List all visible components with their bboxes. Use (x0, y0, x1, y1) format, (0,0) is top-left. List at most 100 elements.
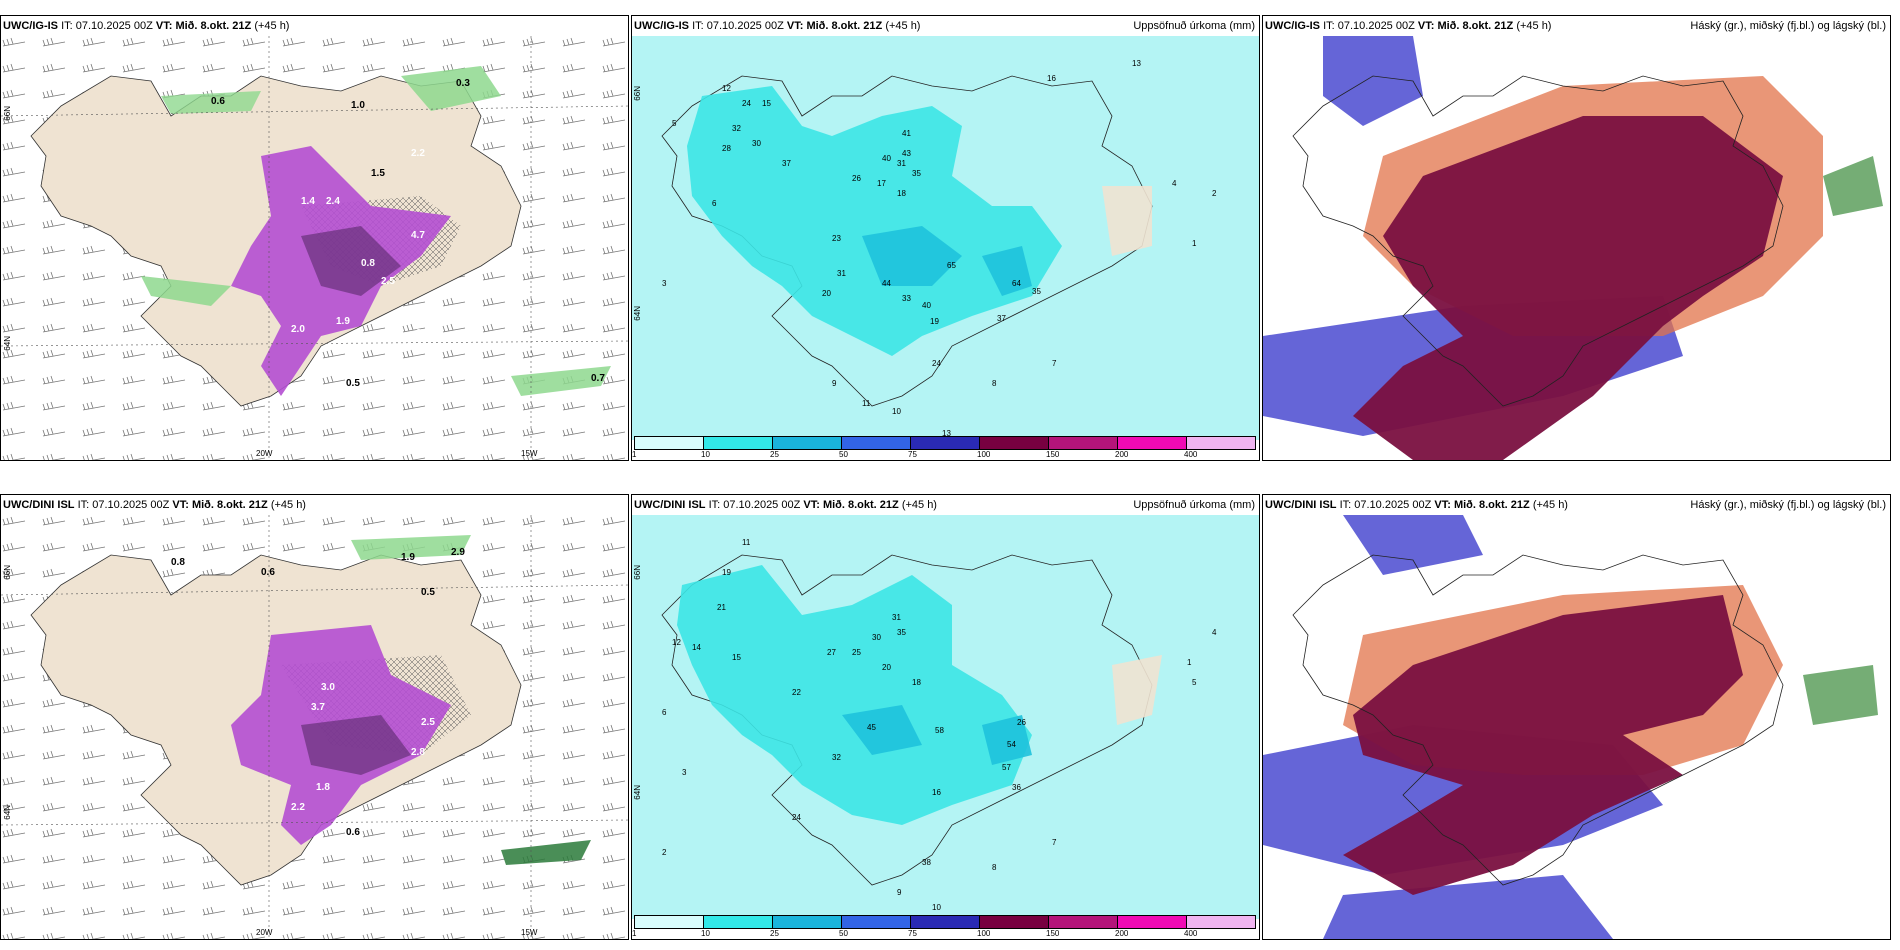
colorbar-segment (1187, 437, 1255, 449)
svg-text:2.2: 2.2 (291, 802, 305, 813)
svg-text:11: 11 (742, 538, 751, 547)
init-time: 07.10.2025 00Z (92, 499, 170, 511)
cloud-high-green (1823, 156, 1883, 216)
lat-label-64n: 64N (633, 306, 642, 321)
svg-text:2.2: 2.2 (411, 148, 425, 159)
svg-text:4: 4 (1212, 628, 1217, 637)
model-name: UWC/IG-IS (3, 20, 58, 32)
svg-text:10: 10 (932, 903, 941, 912)
precip-mid-area-2 (982, 246, 1032, 296)
svg-text:2.4: 2.4 (326, 196, 340, 207)
svg-text:31: 31 (892, 613, 901, 622)
precip-mid-area (842, 705, 922, 755)
cloud-map (1263, 515, 1890, 939)
svg-text:1: 1 (1187, 658, 1192, 667)
svg-text:27: 27 (827, 648, 836, 657)
model-name: UWC/IG-IS (1265, 20, 1320, 32)
model-name: UWC/DINI ISL (1265, 499, 1337, 511)
lead-time: (+45 h) (901, 499, 937, 511)
colorbar-segment (773, 437, 842, 449)
svg-text:19: 19 (930, 317, 939, 326)
rain-green-band-se (501, 840, 591, 865)
panel-top-right-clouds: UWC/IG-IS IT: 07.10.2025 00Z VT: Mið. 8.… (1262, 15, 1891, 461)
init-time: 07.10.2025 00Z (706, 20, 784, 32)
cloud-low-dark (1353, 116, 1783, 460)
precip-light-area (677, 565, 1032, 825)
precip-value-labels: 11 12 14 15 19 21 27 25 30 31 35 20 18 1… (662, 538, 1217, 912)
panel-header: UWC/IG-IS IT: 07.10.2025 00Z VT: Mið. 8.… (634, 20, 920, 32)
model-name: UWC/DINI ISL (634, 499, 706, 511)
rain-green-band-ne (401, 66, 501, 111)
svg-text:0.3: 0.3 (456, 78, 470, 89)
svg-text:14: 14 (692, 643, 701, 652)
svg-text:19: 19 (722, 568, 731, 577)
svg-text:11: 11 (862, 399, 871, 408)
svg-text:12: 12 (672, 638, 681, 647)
colorbar-ticks: 1 10 25 50 75 100 150 200 400 (632, 929, 1256, 939)
colorbar-segment (1118, 916, 1187, 928)
cloud-map (1263, 36, 1890, 460)
it-label: IT: (692, 20, 704, 32)
model-name: UWC/DINI ISL (3, 499, 75, 511)
svg-text:0.8: 0.8 (171, 557, 185, 568)
panel-top-middle-precip: UWC/IG-IS IT: 07.10.2025 00Z VT: Mið. 8.… (631, 15, 1260, 461)
svg-text:0.5: 0.5 (346, 378, 360, 389)
svg-text:15: 15 (762, 99, 771, 108)
lon-label-15w: 15W (521, 449, 538, 458)
svg-text:18: 18 (897, 189, 906, 198)
panel-bottom-right-clouds: UWC/DINI ISL IT: 07.10.2025 00Z VT: Mið.… (1262, 494, 1891, 940)
colorbar-segment (704, 437, 773, 449)
svg-text:9: 9 (897, 888, 902, 897)
svg-text:15: 15 (732, 653, 741, 662)
lead-time: (+45 h) (254, 20, 290, 32)
svg-text:45: 45 (867, 723, 876, 732)
colorbar-tick: 150 (1046, 929, 1060, 938)
precip-light-land-patch (1102, 186, 1152, 256)
colorbar-tick: 50 (839, 929, 848, 938)
svg-text:2.8: 2.8 (411, 747, 425, 758)
snow-map: 0.8 0.6 1.9 2.9 0.5 3.0 3.7 1.8 2.2 0.6 … (1, 515, 628, 939)
vt-label: VT: (786, 20, 804, 32)
lat-label-66n: 66N (633, 86, 642, 101)
valid-time: Mið. 8.okt. 21Z (806, 20, 883, 32)
colorbar-tick: 400 (1184, 929, 1198, 938)
svg-text:10: 10 (892, 407, 901, 416)
panel-right-title: Háský (gr.), miðský (fj.bl.) og lágský (… (1690, 499, 1886, 511)
svg-text:35: 35 (912, 169, 921, 178)
cloud-high-green (1803, 665, 1878, 725)
svg-text:8: 8 (992, 863, 997, 872)
precip-mid-area (862, 226, 962, 286)
snow-field-dark (301, 715, 411, 775)
svg-text:2: 2 (662, 848, 667, 857)
svg-text:16: 16 (932, 788, 941, 797)
svg-text:3.0: 3.0 (321, 682, 335, 693)
svg-text:32: 32 (732, 124, 741, 133)
svg-text:28: 28 (722, 144, 731, 153)
vt-label: VT: (172, 499, 189, 511)
svg-text:17: 17 (877, 179, 886, 188)
colorbar-segment (704, 916, 773, 928)
svg-text:3.6: 3.6 (381, 316, 395, 327)
panel-bottom-left-snow-map: UWC/DINI ISL IT: 07.10.2025 00Z VT: Mið.… (0, 494, 629, 940)
svg-text:24: 24 (932, 359, 941, 368)
valid-time: Mið. 8.okt. 21Z (1437, 20, 1514, 32)
svg-text:0.5: 0.5 (421, 587, 435, 598)
colorbar-tick: 200 (1115, 929, 1129, 938)
panel-top-left-snow-map: UWC/IG-IS IT: 07.10.2025 00Z VT: Mið. 8.… (0, 15, 629, 461)
vt-label: VT: (803, 499, 820, 511)
svg-text:24: 24 (742, 99, 751, 108)
svg-text:1.4: 1.4 (301, 196, 315, 207)
panel-header: UWC/IG-IS IT: 07.10.2025 00Z VT: Mið. 8.… (1265, 20, 1551, 32)
panel-right-title: Uppsöfnuð úrkoma (mm) (1133, 20, 1255, 32)
colorbar-tick: 200 (1115, 450, 1129, 459)
svg-text:57: 57 (1002, 763, 1011, 772)
vt-label: VT: (155, 20, 173, 32)
colorbar-tick: 50 (839, 450, 848, 459)
it-label: IT: (708, 499, 721, 511)
colorbar-segment (635, 916, 704, 928)
svg-text:0.8: 0.8 (361, 258, 375, 269)
svg-text:7: 7 (1052, 838, 1057, 847)
svg-text:3: 3 (682, 768, 687, 777)
svg-text:35: 35 (897, 628, 906, 637)
svg-text:44: 44 (882, 279, 891, 288)
